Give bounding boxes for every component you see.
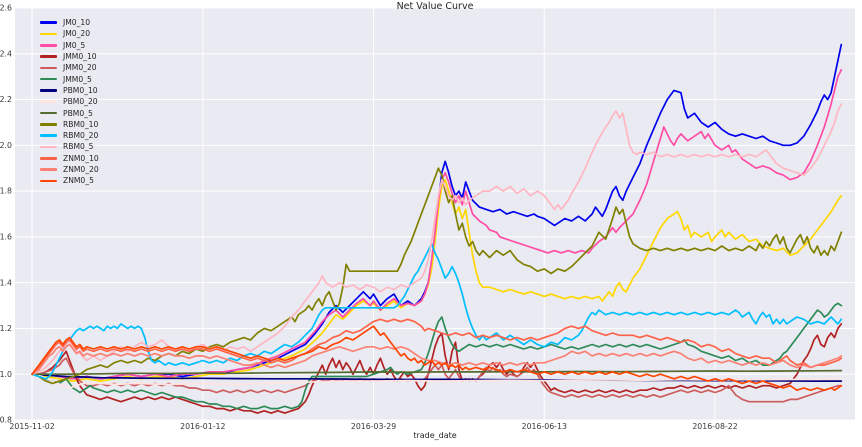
legend-swatch-PBM0_5 xyxy=(40,111,57,115)
legend: JM0_10 JM0_20 JM0_5 JMM0_10 JMM0_20 JMM0_5 PBM… xyxy=(40,17,99,186)
y-tick-label: 2.4 xyxy=(0,49,12,58)
legend-label: JM0_20 xyxy=(63,29,91,39)
series-line-RBM0_10 xyxy=(31,167,843,385)
series-line-JM0_20 xyxy=(31,178,843,382)
legend-item-JMM0_5: JMM0_5 xyxy=(40,73,99,84)
legend-label: JMM0_10 xyxy=(63,52,97,62)
legend-swatch-JM0_20 xyxy=(40,32,57,36)
legend-label: ZNM0_10 xyxy=(63,153,99,163)
legend-item-PBM0_10: PBM0_10 xyxy=(40,85,99,96)
y-tick-label: 1.6 xyxy=(0,232,12,241)
y-tick-label: 2.0 xyxy=(0,141,12,150)
legend-label: JMM0_20 xyxy=(63,63,97,73)
series-line-ZNM0_10 xyxy=(31,318,843,376)
series-line-PBM0_20 xyxy=(31,373,843,389)
legend-label: RBM0_20 xyxy=(63,131,99,141)
x-tick-label: 2016-03-29 xyxy=(351,422,396,431)
legend-item-JM0_10: JM0_10 xyxy=(40,17,99,28)
legend-swatch-PBM0_10 xyxy=(40,89,57,92)
legend-label: PBM0_20 xyxy=(63,97,98,107)
legend-swatch-JM0_5 xyxy=(40,43,57,47)
legend-item-JM0_5: JM0_5 xyxy=(40,40,99,51)
legend-item-ZNM0_20: ZNM0_20 xyxy=(40,164,99,175)
series-line-ZNM0_5 xyxy=(31,325,843,392)
legend-item-RBM0_5: RBM0_5 xyxy=(40,141,99,152)
legend-item-PBM0_20: PBM0_20 xyxy=(40,96,99,107)
legend-swatch-ZNM0_20 xyxy=(40,168,57,171)
legend-swatch-PBM0_20 xyxy=(40,100,57,104)
legend-label: PBM0_10 xyxy=(63,85,98,95)
x-axis-title: trade_date xyxy=(413,431,457,440)
legend-label: JM0_5 xyxy=(63,40,86,50)
legend-swatch-JMM0_5 xyxy=(40,77,57,81)
y-tick-label: 2.2 xyxy=(0,95,12,104)
legend-label: ZNM0_5 xyxy=(63,176,94,186)
legend-item-JMM0_20: JMM0_20 xyxy=(40,62,99,73)
y-tick-label: 1.2 xyxy=(0,324,12,333)
series-line-ZNM0_20 xyxy=(31,343,843,376)
chart-title: Net Value Curve xyxy=(396,1,474,12)
y-tick-label: 1.0 xyxy=(0,370,12,379)
y-tick-label: 0.8 xyxy=(0,416,12,425)
x-tick-label: 2016-08-22 xyxy=(692,422,737,431)
legend-label: RBM0_10 xyxy=(63,119,99,129)
legend-item-RBM0_10: RBM0_10 xyxy=(40,119,99,130)
series-line-JMM0_10 xyxy=(31,323,843,414)
series-line-RBM0_20 xyxy=(31,242,843,380)
y-tick-label: 2.6 xyxy=(0,4,12,13)
legend-item-RBM0_20: RBM0_20 xyxy=(40,130,99,141)
x-tick-label: 2015-11-02 xyxy=(9,422,54,431)
legend-label: ZNM0_20 xyxy=(63,165,99,174)
legend-item-JMM0_10: JMM0_10 xyxy=(40,51,99,62)
legend-item-ZNM0_10: ZNM0_10 xyxy=(40,153,99,164)
series-line-JM0_10 xyxy=(31,43,843,380)
series-line-JM0_5 xyxy=(31,68,843,380)
legend-item-JM0_20: JM0_20 xyxy=(40,28,99,39)
legend-item-ZNM0_5: ZNM0_5 xyxy=(40,175,99,186)
legend-swatch-ZNM0_10 xyxy=(40,156,57,160)
y-tick-label: 1.4 xyxy=(0,278,12,287)
legend-swatch-JM0_10 xyxy=(40,21,57,24)
legend-swatch-RBM0_20 xyxy=(40,134,57,137)
legend-label: JM0_10 xyxy=(63,18,91,28)
x-tick-label: 2016-06-13 xyxy=(522,422,567,431)
legend-swatch-ZNM0_5 xyxy=(40,179,57,183)
legend-item-PBM0_5: PBM0_5 xyxy=(40,107,99,118)
legend-swatch-RBM0_10 xyxy=(40,123,57,126)
legend-label: PBM0_5 xyxy=(63,108,93,118)
series-line-JMM0_5 xyxy=(31,302,843,410)
series-line-PBM0_5 xyxy=(31,369,843,376)
legend-swatch-RBM0_5 xyxy=(40,145,57,149)
legend-swatch-JMM0_10 xyxy=(40,55,57,58)
legend-swatch-JMM0_20 xyxy=(40,66,57,70)
x-tick-label: 2016-01-12 xyxy=(180,422,225,431)
y-tick-label: 1.8 xyxy=(0,187,12,196)
legend-label: JMM0_5 xyxy=(63,74,92,84)
legend-label: RBM0_5 xyxy=(63,142,94,152)
